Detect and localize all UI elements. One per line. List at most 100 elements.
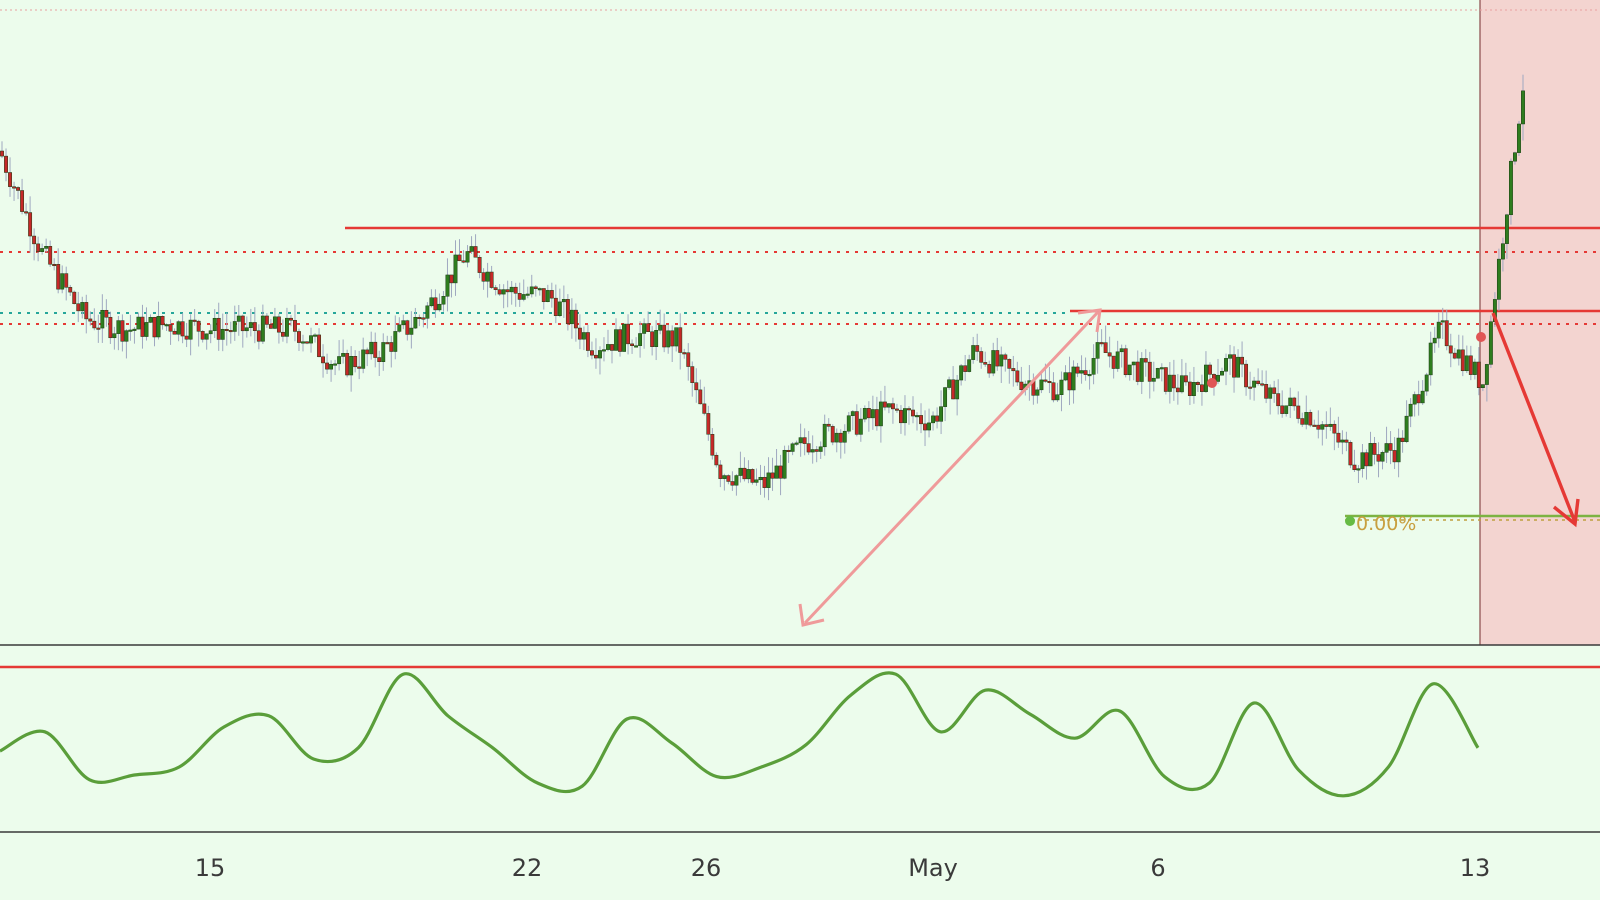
- candle-down: [830, 426, 835, 443]
- candle-down: [297, 331, 301, 343]
- candle-up: [1220, 370, 1224, 376]
- candle-up: [794, 442, 799, 445]
- candle-down: [874, 409, 879, 427]
- candle-down: [919, 415, 923, 425]
- candle-down: [1400, 437, 1405, 442]
- candle-up: [156, 316, 161, 338]
- candle-down: [160, 316, 165, 326]
- candle-down: [4, 155, 8, 173]
- candle-up: [766, 472, 771, 488]
- candlestick-series: [0, 74, 1525, 501]
- candle-down: [650, 331, 655, 347]
- candle-down: [923, 423, 927, 431]
- candle-down: [1011, 368, 1016, 372]
- candle-up: [545, 290, 550, 303]
- candle-up: [485, 271, 490, 282]
- x-tick-label: 15: [195, 854, 226, 882]
- candle-down: [289, 317, 293, 321]
- candle-down: [152, 317, 157, 338]
- candle-up: [638, 333, 643, 346]
- candle-up: [333, 363, 338, 366]
- candle-down: [590, 350, 594, 356]
- candle-up: [248, 322, 253, 328]
- candle-up: [1432, 337, 1437, 344]
- candle-down: [541, 288, 546, 303]
- x-tick-label: 26: [691, 854, 722, 882]
- candle-up: [1224, 358, 1228, 372]
- candle-down: [1051, 382, 1056, 401]
- candle-up: [1252, 380, 1257, 388]
- measure-arrow-head-up: [1077, 308, 1102, 333]
- candle-up: [128, 329, 133, 332]
- candle-down: [577, 327, 582, 340]
- candle-down: [975, 345, 980, 352]
- candle-down: [626, 323, 630, 345]
- candle-up: [782, 449, 787, 479]
- candle-up: [313, 334, 317, 337]
- candle-down: [317, 334, 321, 358]
- candle-down: [1388, 443, 1393, 451]
- candle-up: [614, 329, 618, 351]
- candle-down: [1200, 384, 1204, 392]
- candle-down: [196, 320, 201, 332]
- support-percent-label: 0.00%: [1356, 513, 1416, 535]
- candle-up: [148, 317, 153, 323]
- x-tick-label: 13: [1460, 854, 1491, 882]
- candle-down: [1316, 424, 1321, 430]
- candle-down: [1007, 359, 1012, 369]
- candle-up: [1304, 412, 1309, 425]
- candle-up: [1412, 394, 1417, 405]
- candle-down: [806, 443, 811, 453]
- candle-down: [866, 408, 871, 419]
- candle-up: [1131, 361, 1136, 366]
- candle-up: [943, 387, 948, 407]
- candle-down: [385, 342, 390, 345]
- candle-down: [252, 322, 257, 331]
- candle-up: [947, 379, 952, 388]
- candle-down: [293, 320, 297, 332]
- candle-up: [260, 315, 265, 342]
- candle-up: [734, 475, 739, 486]
- candle-up: [1488, 321, 1493, 365]
- candle-down: [268, 324, 273, 329]
- candle-up: [798, 437, 803, 444]
- candle-down: [184, 335, 189, 340]
- time-axis-background: [0, 833, 1600, 900]
- candle-down: [325, 362, 330, 370]
- candle-down: [1143, 358, 1148, 363]
- candle-down: [1416, 394, 1421, 404]
- candle-up: [1521, 90, 1525, 125]
- candle-up: [100, 309, 105, 329]
- candle-up: [285, 317, 289, 337]
- candle-down: [1392, 450, 1397, 463]
- candle-down: [224, 328, 229, 331]
- candle-up: [1396, 437, 1401, 463]
- candle-down: [48, 246, 53, 265]
- candle-up: [971, 345, 976, 360]
- candle-up: [537, 288, 542, 291]
- candle-down: [1083, 370, 1088, 375]
- candle-down: [405, 320, 410, 335]
- candle-up: [557, 301, 562, 316]
- candle-down: [52, 264, 57, 267]
- candle-down: [682, 352, 687, 355]
- candle-down: [935, 415, 940, 422]
- candle-up: [1517, 123, 1521, 153]
- candle-up: [810, 449, 815, 453]
- candle-up: [397, 324, 402, 332]
- candle-up: [870, 409, 875, 419]
- candle-down: [32, 235, 37, 245]
- candle-down: [987, 364, 992, 374]
- candle-up: [858, 418, 863, 435]
- candle-up: [509, 286, 514, 293]
- candle-down: [200, 331, 205, 340]
- candle-down: [890, 403, 895, 410]
- candle-up: [569, 309, 574, 325]
- candle-up: [1500, 243, 1505, 260]
- candle-down: [1448, 345, 1453, 354]
- candle-down: [8, 172, 12, 187]
- candle-up: [722, 475, 727, 479]
- candle-up: [1408, 403, 1413, 417]
- candle-down: [1248, 386, 1253, 389]
- candle-down: [1308, 412, 1313, 426]
